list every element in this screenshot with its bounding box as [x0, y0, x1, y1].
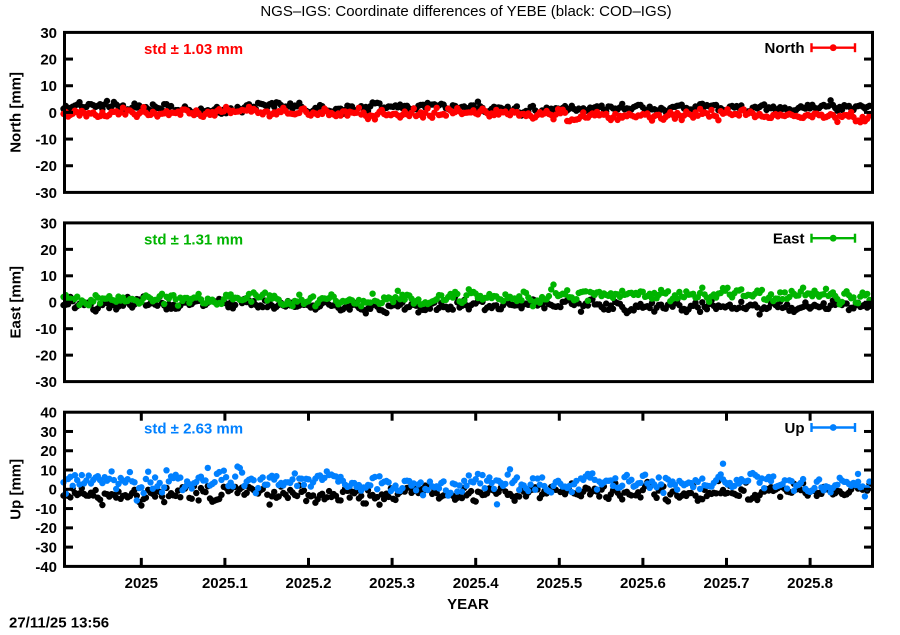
svg-text:East: East	[773, 231, 805, 248]
svg-text:-10: -10	[35, 501, 57, 518]
svg-text:std ± 2.63 mm: std ± 2.63 mm	[144, 421, 243, 438]
svg-text:2025.5: 2025.5	[536, 575, 582, 592]
svg-text:-20: -20	[35, 348, 57, 365]
svg-text:Up: Up	[785, 420, 805, 437]
svg-text:2025.2: 2025.2	[286, 575, 332, 592]
svg-text:-20: -20	[35, 520, 57, 537]
svg-text:std ± 1.03 mm: std ± 1.03 mm	[144, 41, 243, 58]
svg-text:20: 20	[40, 242, 57, 259]
svg-text:0: 0	[49, 482, 57, 499]
svg-text:30: 30	[40, 25, 57, 42]
svg-text:2025: 2025	[125, 575, 158, 592]
svg-text:North: North	[765, 40, 805, 57]
svg-text:10: 10	[40, 462, 57, 479]
svg-text:Up [mm]: Up [mm]	[8, 459, 25, 520]
svg-text:2025.8: 2025.8	[787, 575, 833, 592]
svg-text:30: 30	[40, 424, 57, 441]
svg-text:2025.1: 2025.1	[202, 575, 248, 592]
svg-text:-40: -40	[35, 559, 57, 576]
svg-text:10: 10	[40, 78, 57, 95]
svg-text:-10: -10	[35, 321, 57, 338]
svg-text:-20: -20	[35, 158, 57, 175]
svg-text:2025.6: 2025.6	[620, 575, 666, 592]
svg-text:North [mm]: North [mm]	[8, 72, 25, 153]
svg-text:-30: -30	[35, 540, 57, 557]
svg-text:20: 20	[40, 443, 57, 460]
svg-text:-30: -30	[35, 374, 57, 391]
svg-text:10: 10	[40, 268, 57, 285]
svg-text:-30: -30	[35, 185, 57, 202]
svg-text:0: 0	[49, 105, 57, 122]
svg-text:27/11/25 13:56: 27/11/25 13:56	[9, 615, 109, 631]
svg-text:2025.7: 2025.7	[704, 575, 750, 592]
svg-text:std ± 1.31 mm: std ± 1.31 mm	[144, 231, 243, 248]
svg-text:30: 30	[40, 215, 57, 232]
svg-text:East [mm]: East [mm]	[8, 266, 25, 339]
svg-text:2025.3: 2025.3	[369, 575, 415, 592]
svg-text:YEAR: YEAR	[447, 596, 489, 613]
svg-text:0: 0	[49, 295, 57, 312]
svg-text:NGS–IGS: Coordinate difference: NGS–IGS: Coordinate differences of YEBE …	[260, 3, 671, 20]
svg-text:40: 40	[40, 405, 57, 422]
svg-text:-10: -10	[35, 132, 57, 149]
svg-text:2025.4: 2025.4	[453, 575, 500, 592]
svg-text:20: 20	[40, 52, 57, 69]
